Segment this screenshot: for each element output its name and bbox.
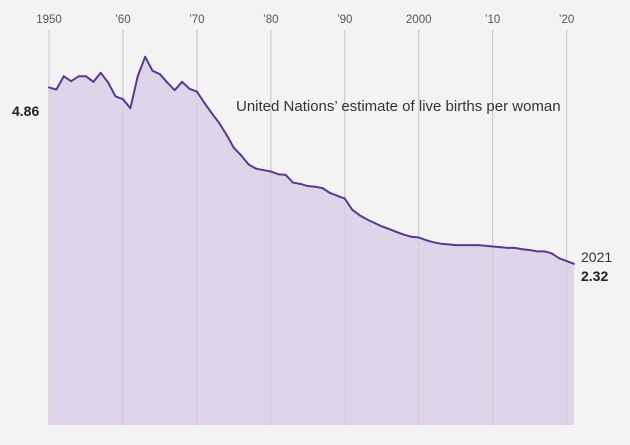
data-point-1967 <box>173 89 176 92</box>
data-point-1990 <box>343 197 346 200</box>
data-point-2002 <box>432 241 435 244</box>
data-point-1976 <box>240 154 243 157</box>
data-point-2013 <box>513 246 516 249</box>
data-point-1982 <box>284 173 287 176</box>
data-point-1993 <box>365 218 368 221</box>
data-point-1969 <box>188 87 191 90</box>
x-tick-label-1970: ’70 <box>189 14 204 26</box>
data-point-1984 <box>299 182 302 185</box>
data-point-2014 <box>521 248 524 251</box>
data-point-1979 <box>262 169 265 172</box>
data-point-1986 <box>314 185 317 188</box>
data-point-1992 <box>358 214 361 217</box>
data-point-1966 <box>166 81 169 84</box>
x-tick-label-2020: ’20 <box>559 14 574 26</box>
data-point-1989 <box>336 194 339 197</box>
x-tick-label-2000: 2000 <box>406 14 432 26</box>
x-tick-label-1950: 1950 <box>36 14 62 26</box>
data-point-1951 <box>55 88 58 91</box>
data-point-2007 <box>469 244 472 247</box>
data-point-1999 <box>410 235 413 238</box>
data-point-1964 <box>151 69 154 72</box>
data-point-1972 <box>210 112 213 115</box>
data-point-1975 <box>232 146 235 149</box>
data-point-1953 <box>70 80 73 83</box>
data-point-2015 <box>528 248 531 251</box>
data-point-2001 <box>425 239 428 242</box>
data-point-1991 <box>351 208 354 211</box>
data-point-1950 <box>48 86 50 89</box>
series-line <box>48 55 575 265</box>
data-point-2004 <box>447 243 450 246</box>
data-point-2017 <box>543 250 546 253</box>
data-point-1973 <box>218 121 221 124</box>
data-point-2006 <box>462 244 465 247</box>
data-point-1958 <box>107 81 110 84</box>
data-point-1981 <box>277 173 280 176</box>
data-point-2018 <box>550 252 553 255</box>
start-value-label: 4.86 <box>12 103 39 119</box>
data-point-1952 <box>62 75 65 78</box>
data-point-1987 <box>321 187 324 190</box>
x-tick-label-1980: ’80 <box>263 14 278 26</box>
data-point-1985 <box>306 185 309 188</box>
data-point-1974 <box>225 133 228 136</box>
data-point-1965 <box>158 73 161 76</box>
data-point-2010 <box>491 245 494 248</box>
data-point-1959 <box>114 95 117 98</box>
data-point-1978 <box>255 167 258 170</box>
data-point-1954 <box>77 75 80 78</box>
data-point-1994 <box>373 221 376 224</box>
data-point-1960 <box>121 98 124 101</box>
data-point-1962 <box>136 75 139 78</box>
data-point-1955 <box>84 75 87 78</box>
label-layer: United Nations’ estimate of live births … <box>12 98 612 284</box>
data-point-2020 <box>565 260 568 263</box>
data-point-1996 <box>388 228 391 231</box>
data-point-1961 <box>129 107 132 110</box>
data-point-2003 <box>439 242 442 245</box>
data-point-2009 <box>484 244 487 247</box>
end-value-label: 2.32 <box>581 268 608 284</box>
data-point-1963 <box>144 55 147 58</box>
data-point-2012 <box>506 246 509 249</box>
data-point-1995 <box>380 225 383 228</box>
area-fill <box>49 56 574 426</box>
x-tick-label-2010: ’10 <box>485 14 500 26</box>
data-point-2011 <box>499 246 502 249</box>
data-point-2016 <box>536 250 539 253</box>
data-point-1970 <box>195 90 198 93</box>
data-point-1980 <box>269 170 272 173</box>
area-layer <box>48 30 575 426</box>
data-point-2005 <box>454 244 457 247</box>
data-point-1988 <box>328 191 331 194</box>
end-year-label: 2021 <box>581 249 612 265</box>
data-point-2019 <box>558 257 561 260</box>
data-point-1983 <box>292 181 295 184</box>
data-point-1968 <box>181 80 184 83</box>
data-point-1971 <box>203 101 206 104</box>
data-point-1957 <box>99 71 102 74</box>
data-point-1977 <box>247 163 250 166</box>
data-point-2008 <box>476 244 479 247</box>
data-point-2021 <box>573 262 575 265</box>
data-point-1997 <box>395 230 398 233</box>
chart-annotation: United Nations’ estimate of live births … <box>236 98 561 115</box>
data-point-2000 <box>417 236 420 239</box>
data-point-1956 <box>92 80 95 83</box>
x-tick-label-1990: ’90 <box>337 14 352 26</box>
x-tick-label-1960: ’60 <box>115 14 130 26</box>
data-point-1998 <box>402 233 405 236</box>
